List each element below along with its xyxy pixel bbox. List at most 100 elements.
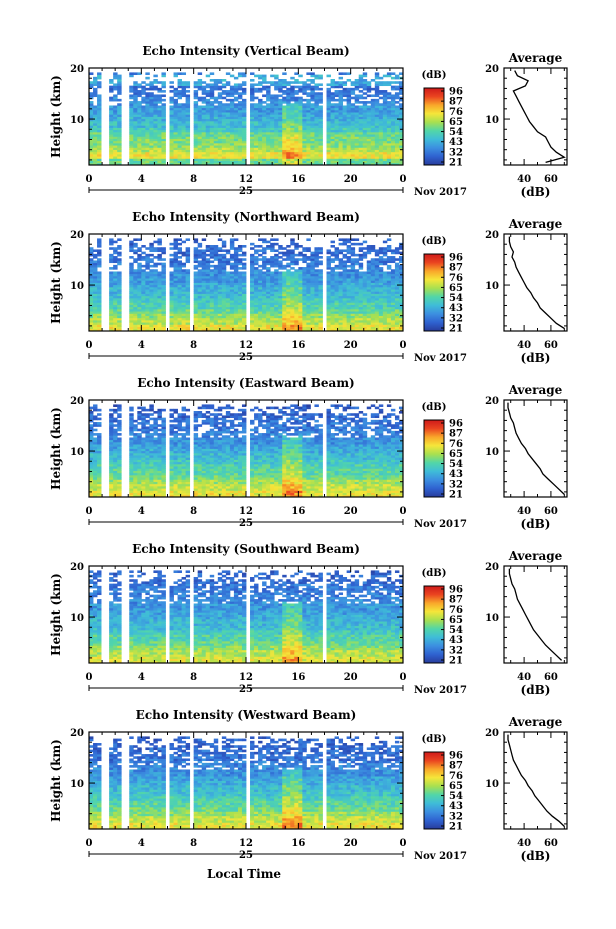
heatmap-cell <box>374 87 380 91</box>
heatmap-cell <box>201 304 207 308</box>
heatmap-cell <box>254 125 259 128</box>
heatmap-cell <box>314 114 319 117</box>
heatmap-cell <box>177 129 182 133</box>
heatmap-cell <box>201 264 207 268</box>
heatmap-cell <box>274 275 279 279</box>
heatmap-cell <box>274 118 279 122</box>
heatmap-cell <box>350 269 356 272</box>
heatmap-cell <box>97 131 102 135</box>
heatmap-cell <box>97 162 102 166</box>
heatmap-cell <box>346 96 352 100</box>
heatmap-cell <box>237 74 243 78</box>
heatmap-cell <box>161 145 166 148</box>
heatmap-cell <box>358 149 364 153</box>
heatmap-cell <box>302 105 307 109</box>
heatmap-cell <box>294 291 299 294</box>
heatmap-cell <box>129 297 134 301</box>
heatmap-cell <box>237 324 243 327</box>
heatmap-cell <box>338 120 344 124</box>
heatmap-cell <box>149 300 154 303</box>
heatmap-cell <box>177 326 182 330</box>
heatmap-cell <box>209 147 215 150</box>
heatmap-cell <box>185 308 191 312</box>
heatmap-cell <box>217 253 223 257</box>
heatmap-cell <box>326 109 331 113</box>
heatmap-cell <box>394 101 400 104</box>
heatmap-cell <box>270 282 275 286</box>
heatmap-cell <box>342 322 348 325</box>
heatmap-cell <box>193 158 199 161</box>
heatmap-cell <box>129 286 134 290</box>
heatmap-cell <box>225 131 231 135</box>
heatmap-cell <box>350 258 356 261</box>
heatmap-cell <box>318 317 323 321</box>
heatmap-cell <box>161 324 166 327</box>
heatmap-cell <box>262 304 267 308</box>
heatmap-cell <box>374 94 380 98</box>
heatmap-cell <box>366 282 372 286</box>
heatmap-cell <box>221 138 227 142</box>
heatmap-cell <box>350 149 356 153</box>
heatmap-cell <box>262 129 267 133</box>
heatmap-cell <box>298 284 303 288</box>
heatmap-cell <box>346 140 352 144</box>
heatmap-cell <box>193 328 199 332</box>
heatmap-cell <box>241 319 247 323</box>
heatmap-cell <box>205 158 211 161</box>
heatmap-cell <box>362 308 368 312</box>
heatmap-cell <box>149 87 154 91</box>
heatmap-cell <box>274 123 279 126</box>
heatmap-cell <box>217 280 223 283</box>
heatmap-cell <box>153 262 158 266</box>
heatmap-cell <box>290 271 295 275</box>
heatmap-cell <box>370 249 376 253</box>
heatmap-cell <box>266 317 271 321</box>
heatmap-cell <box>286 326 291 330</box>
heatmap-cell <box>161 103 166 106</box>
heatmap-cell <box>133 103 138 106</box>
heatmap-cell <box>326 125 331 128</box>
heatmap-cell <box>193 142 199 146</box>
heatmap-cell <box>149 324 154 327</box>
colorbar-tick-label: 54 <box>449 127 463 138</box>
heatmap-cell <box>366 114 372 117</box>
heatmap-cell <box>334 103 339 106</box>
heatmap-cell <box>137 253 142 257</box>
heatmap-cell <box>109 300 114 303</box>
heatmap-cell <box>229 280 235 283</box>
heatmap-cell <box>338 249 344 253</box>
heatmap-cell <box>233 306 239 310</box>
heatmap-cell <box>258 319 263 323</box>
heatmap-cell <box>330 269 335 272</box>
heatmap-cell <box>250 129 255 133</box>
heatmap-cell <box>254 315 259 319</box>
heatmap-cell <box>282 271 287 275</box>
heatmap-cell <box>109 282 114 286</box>
heatmap-cell <box>306 151 311 155</box>
heatmap-cell <box>193 238 199 242</box>
heatmap-cell <box>282 247 287 250</box>
heatmap-cell <box>141 142 146 146</box>
heatmap-cell <box>133 147 138 150</box>
heatmap-cell <box>129 306 134 310</box>
heatmap-cell <box>221 118 227 122</box>
heatmap-cell <box>318 315 323 319</box>
heatmap-cell <box>109 302 114 305</box>
heatmap-cell <box>370 87 376 91</box>
heatmap-cell <box>145 300 150 303</box>
heatmap-cell <box>310 92 315 95</box>
heatmap-cell <box>133 127 138 131</box>
heatmap-cell <box>201 92 207 95</box>
heatmap-cell <box>153 134 158 137</box>
heatmap-cell <box>177 85 182 89</box>
heatmap-cell <box>342 302 348 305</box>
heatmap-cell <box>89 258 94 261</box>
heatmap-cell <box>374 85 380 89</box>
heatmap-cell <box>250 284 255 288</box>
heatmap-cell <box>270 140 275 144</box>
heatmap-cell <box>310 289 315 292</box>
heatmap-cell <box>362 271 368 275</box>
heatmap-cell <box>241 315 247 319</box>
heatmap-cell <box>233 273 239 277</box>
heatmap-cell <box>310 125 315 128</box>
